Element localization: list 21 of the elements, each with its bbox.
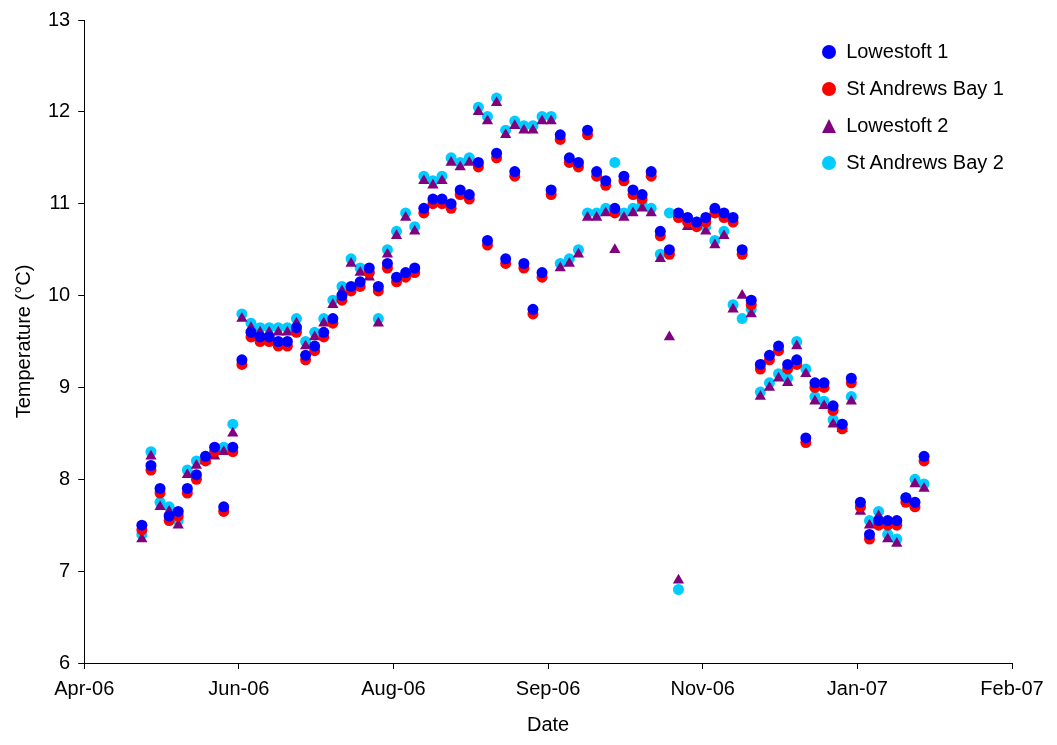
legend-label: Lowestoft 1 [846,40,949,63]
y-tick-label: 13 [48,7,71,30]
y-tick-label: 10 [48,283,71,306]
x-tick-label: Feb-07 [980,676,1044,699]
x-tick-label: Jan-07 [826,676,888,699]
y-axis-title: Temperature (°C) [11,264,34,419]
y-tick-label: 6 [59,650,71,673]
x-tick-label: Apr-06 [54,676,115,699]
x-axis-title: Date [527,712,570,735]
legend-label: Lowestoft 2 [846,114,949,137]
x-tick-label: Jun-06 [208,676,270,699]
x-tick-label: Nov-06 [670,676,735,699]
x-tick-label: Aug-06 [361,676,426,699]
legend-label: St Andrews Bay 2 [846,151,1004,174]
y-tick-label: 8 [59,466,71,489]
x-tick-label: Sep-06 [515,676,581,699]
y-tick-label: 11 [49,191,71,214]
y-tick-label: 7 [59,558,71,581]
y-tick-label: 12 [48,99,71,122]
y-tick-label: 9 [59,374,71,397]
legend-label: St Andrews Bay 1 [846,77,1004,100]
